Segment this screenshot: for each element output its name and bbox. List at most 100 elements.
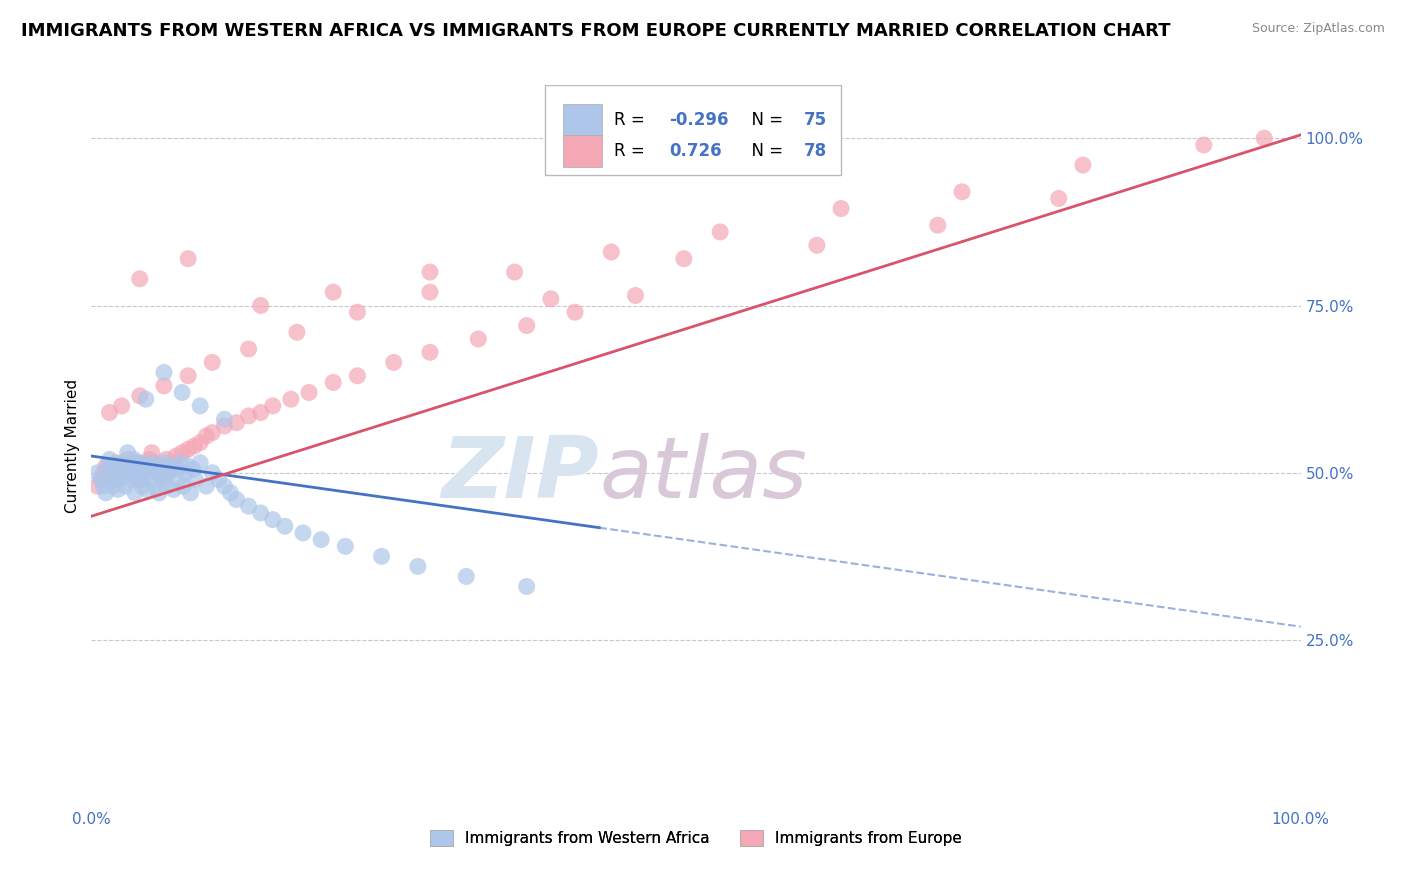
Point	[225, 492, 247, 507]
Point	[86, 466, 108, 480]
Point	[162, 456, 184, 470]
Point	[180, 485, 202, 500]
FancyBboxPatch shape	[562, 135, 602, 167]
Point	[177, 368, 200, 383]
Y-axis label: Currently Married: Currently Married	[65, 379, 80, 513]
Point	[138, 462, 160, 476]
Point	[128, 272, 150, 286]
Point	[94, 485, 117, 500]
Point	[145, 466, 167, 480]
Point	[225, 416, 247, 430]
Point	[153, 459, 176, 474]
Point	[111, 469, 134, 483]
Point	[262, 512, 284, 526]
Point	[195, 429, 218, 443]
Point	[107, 483, 129, 497]
Point	[135, 392, 157, 407]
Point	[291, 526, 314, 541]
Point	[249, 506, 271, 520]
Legend: Immigrants from Western Africa, Immigrants from Europe: Immigrants from Western Africa, Immigran…	[422, 822, 970, 854]
Point	[346, 368, 368, 383]
Point	[101, 462, 124, 476]
Point	[98, 406, 121, 420]
Point	[183, 439, 205, 453]
Text: 78: 78	[804, 142, 827, 160]
Point	[172, 446, 194, 460]
Point	[262, 399, 284, 413]
Point	[285, 326, 308, 340]
Point	[122, 469, 145, 483]
Point	[177, 442, 200, 457]
Point	[94, 459, 117, 474]
Point	[150, 469, 173, 483]
Point	[148, 485, 170, 500]
Point	[214, 479, 236, 493]
Point	[335, 539, 357, 553]
Point	[172, 479, 194, 493]
Point	[249, 299, 271, 313]
Point	[564, 305, 586, 319]
Text: Source: ZipAtlas.com: Source: ZipAtlas.com	[1251, 22, 1385, 36]
Text: N =: N =	[741, 111, 789, 129]
Point	[90, 473, 112, 487]
Point	[672, 252, 695, 266]
Point	[159, 459, 181, 474]
Text: 75: 75	[804, 111, 827, 129]
Point	[456, 569, 478, 583]
Point	[540, 292, 562, 306]
Point	[309, 533, 332, 547]
Point	[419, 285, 441, 300]
Point	[98, 452, 121, 467]
Point	[467, 332, 489, 346]
Point	[117, 446, 139, 460]
Point	[201, 425, 224, 440]
Point	[131, 466, 153, 480]
Point	[143, 456, 166, 470]
Point	[128, 389, 150, 403]
Point	[114, 459, 136, 474]
Point	[709, 225, 731, 239]
Point	[150, 462, 173, 476]
Point	[1071, 158, 1094, 172]
Text: -0.296: -0.296	[669, 111, 728, 129]
Point	[159, 462, 181, 476]
Point	[201, 466, 224, 480]
Point	[207, 473, 229, 487]
Point	[104, 473, 127, 487]
Point	[162, 483, 184, 497]
Point	[181, 462, 204, 476]
Point	[177, 252, 200, 266]
Point	[503, 265, 526, 279]
Point	[143, 479, 166, 493]
Point	[101, 479, 124, 493]
Point	[141, 446, 163, 460]
Point	[117, 452, 139, 467]
Point	[238, 342, 260, 356]
Point	[138, 452, 160, 467]
Point	[136, 483, 159, 497]
Point	[157, 466, 180, 480]
Point	[103, 459, 125, 474]
Point	[298, 385, 321, 400]
Point	[238, 500, 260, 514]
Point	[624, 288, 647, 302]
Point	[927, 219, 949, 233]
Point	[830, 202, 852, 216]
Point	[146, 462, 169, 476]
Point	[135, 459, 157, 474]
Point	[950, 185, 973, 199]
Point	[93, 479, 115, 493]
Point	[117, 459, 139, 474]
Point	[165, 462, 187, 476]
Point	[93, 466, 115, 480]
Point	[100, 466, 122, 480]
Point	[165, 449, 187, 463]
Point	[128, 456, 150, 470]
Point	[238, 409, 260, 423]
Point	[111, 456, 132, 470]
Point	[167, 473, 190, 487]
Point	[174, 466, 197, 480]
Point	[131, 479, 153, 493]
Text: R =: R =	[614, 111, 650, 129]
Point	[274, 519, 297, 533]
